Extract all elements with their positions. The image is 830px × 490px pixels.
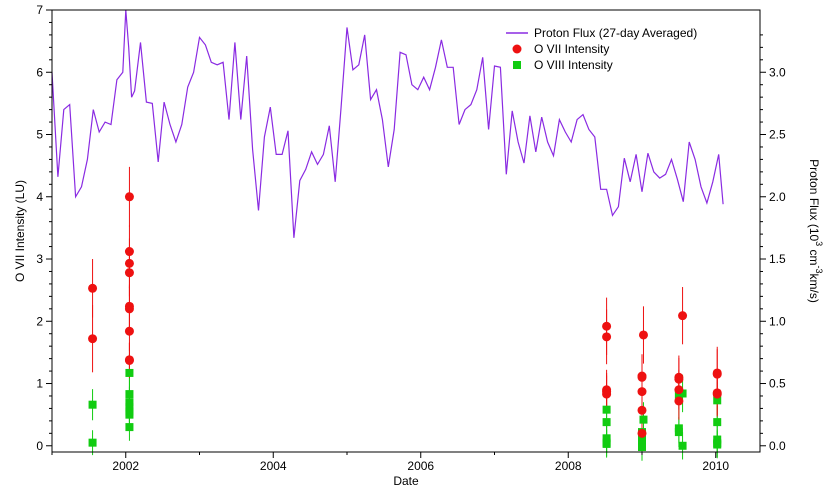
o7-point (678, 311, 688, 321)
y-axis-right-label-part: cm (807, 246, 821, 265)
o8-point (125, 368, 134, 377)
y-right-tick-label: 2.0 (769, 190, 786, 204)
o8-point (88, 438, 97, 447)
legend-flux-label: Proton Flux (27-day Averaged) (534, 26, 697, 40)
axes-layer: 2002 2004 2006 2008 2010 0 1 2 3 4 5 6 7 0.0 0.5 1.0 1.5… (36, 3, 786, 473)
x-tick-label: 2006 (407, 459, 434, 473)
x-tick-label: 2002 (112, 459, 139, 473)
proton-flux-line (51, 9, 724, 238)
y-axis-right-label-part: Proton Flux (10 (807, 159, 821, 241)
y-left-tick-label: 5 (36, 128, 43, 142)
y-left-tick-label: 0 (36, 439, 43, 453)
o8-point (639, 415, 648, 424)
o7-point (602, 321, 612, 331)
legend-o8-swatch (513, 61, 521, 69)
o7-point (124, 192, 134, 202)
y-right-tick-label: 3.0 (769, 65, 786, 79)
intensity-points-layer (88, 166, 722, 461)
o7-point (124, 326, 134, 336)
o8-point (125, 410, 134, 419)
y-right-tick-label: 0.5 (769, 377, 786, 391)
y-left-tick-label: 6 (36, 65, 43, 79)
x-tick-label: 2004 (260, 459, 287, 473)
o7-point (88, 283, 98, 293)
y-left-tick-label: 4 (36, 190, 43, 204)
o8-point (125, 403, 134, 412)
o8-point (602, 418, 611, 427)
y-right-tick-label: 1.5 (769, 252, 786, 266)
o8-point (125, 398, 134, 407)
y-axis-left-label: O VII Intensity (LU) (13, 180, 27, 282)
o7-point (674, 385, 684, 395)
x-axis-label: Date (393, 474, 419, 488)
o7-point (602, 332, 612, 342)
legend: Proton Flux (27-day Averaged) O VII Inte… (506, 26, 697, 72)
legend-o8-label: O VIII Intensity (534, 58, 613, 72)
o8-point (638, 443, 646, 452)
legend-o7-label: O VII Intensity (534, 42, 609, 56)
o7-point (637, 428, 647, 438)
o7-point (602, 389, 612, 399)
o7-point (124, 268, 134, 278)
proton-flux-layer (51, 9, 724, 238)
o8-point (713, 440, 722, 449)
o8-point (602, 405, 611, 414)
o7-point (637, 372, 647, 382)
x-tick-label: 2010 (702, 459, 729, 473)
y-axis-right-label-exp: 3 (814, 241, 824, 246)
y-left-tick-label: 3 (36, 252, 43, 266)
y-axis-right-label: Proton Flux (103 cm-3km/s) (807, 159, 824, 303)
x-tick-label: 2008 (555, 459, 582, 473)
o7-point (674, 374, 684, 384)
o8-point (602, 434, 611, 443)
plot-frame (51, 9, 761, 453)
y-right-tick-label: 1.0 (769, 314, 786, 328)
o7-point (124, 258, 134, 268)
o8-point (125, 423, 134, 432)
o8-point (674, 428, 683, 437)
o8-point (88, 400, 97, 409)
o8-point (125, 390, 134, 399)
o8-point (678, 389, 687, 398)
o8-point (602, 439, 611, 448)
y-right-tick-label: 0.0 (769, 439, 786, 453)
o7-point (637, 405, 647, 415)
y-right-tick-label: 2.5 (769, 128, 786, 142)
o8-point (713, 396, 722, 405)
legend-o7-swatch (512, 44, 522, 54)
o7-point (124, 355, 134, 365)
y-left-tick-label: 2 (36, 314, 43, 328)
y-left-tick-label: 1 (36, 377, 43, 391)
o7-point (638, 330, 648, 340)
o7-point (124, 247, 134, 257)
o7-point (712, 389, 722, 399)
o7-point (124, 304, 134, 314)
o7-point (674, 396, 684, 406)
y-axis-right-label-part: km/s) (807, 274, 821, 303)
o8-point (713, 418, 722, 427)
o7-point (88, 334, 98, 344)
o8-point (678, 441, 687, 450)
o7-point (637, 387, 647, 397)
y-left-tick-label: 7 (36, 3, 43, 17)
o7-point (712, 369, 722, 379)
y-axis-right-label-exp: -3 (814, 266, 824, 274)
